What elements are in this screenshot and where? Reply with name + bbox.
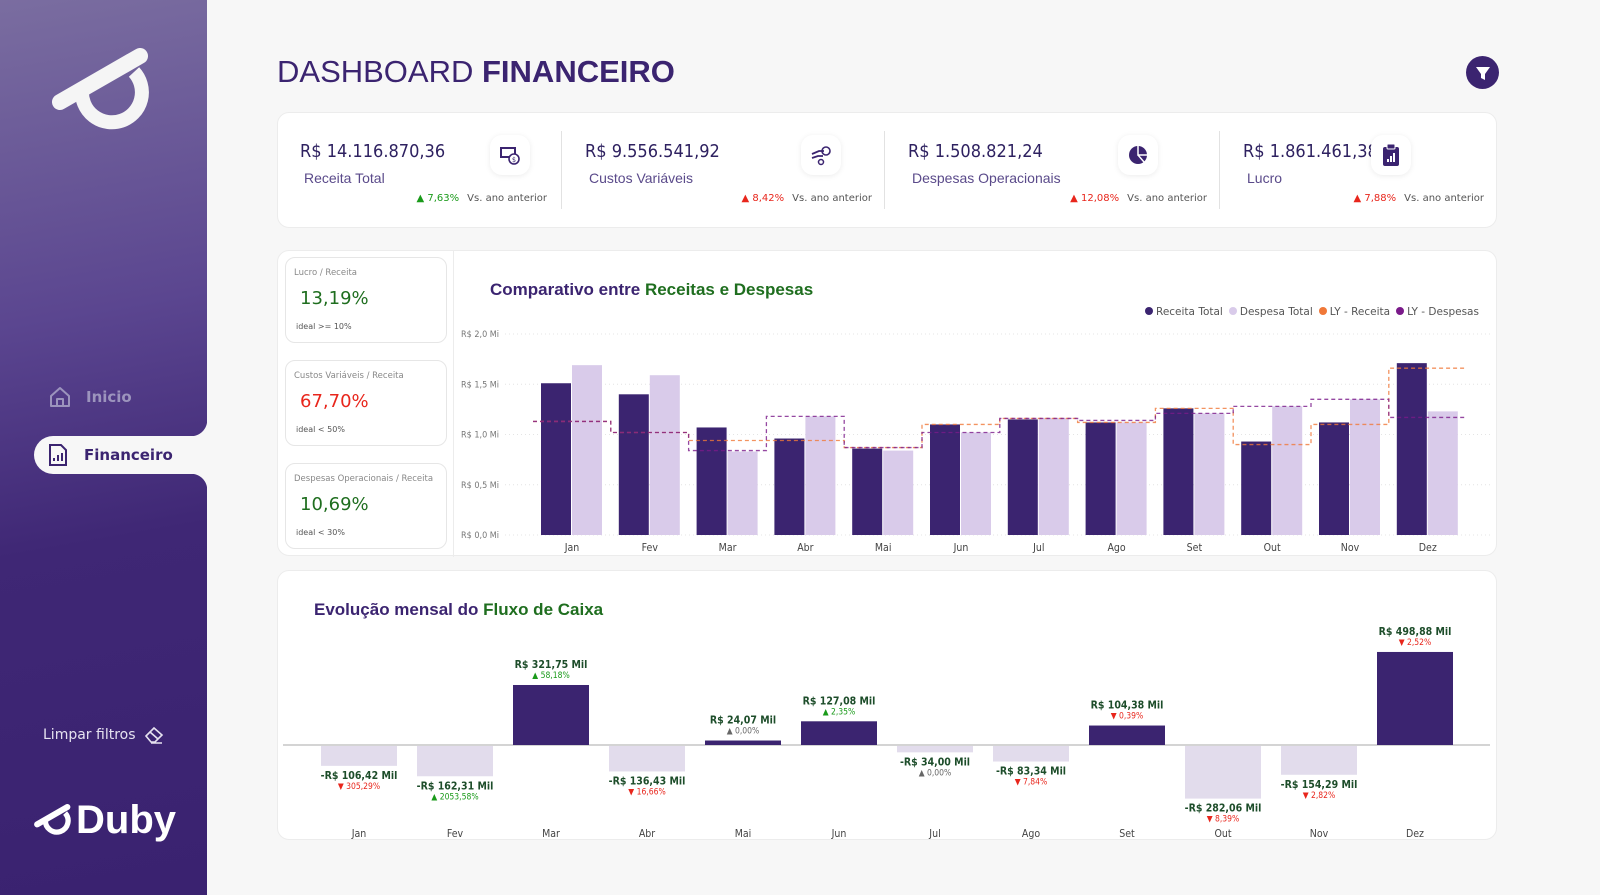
- kpi-delta: ▲ 7,63% Vs. ano anterior: [416, 193, 548, 204]
- comparison-chart-card: Lucro / Receita 13,19% ideal >= 10% Custos …: [277, 250, 1497, 557]
- kpi-value: R$ 1.508.821,24: [908, 141, 1043, 162]
- home-icon: [50, 387, 70, 407]
- clear-filters-label: Limpar filtros: [43, 727, 136, 743]
- divider: [561, 131, 562, 209]
- ratio-title: Lucro / Receita: [294, 268, 357, 278]
- legend-swatch: [1396, 307, 1405, 315]
- divider: [1219, 131, 1220, 209]
- ratio-card: Despesas Operacionais / Receita 10,69% ide…: [285, 463, 447, 549]
- legend-swatch: [1228, 307, 1237, 315]
- arrow-up-icon: ▲: [416, 193, 428, 204]
- kpi-card: R$ 1.861.461,38 Lucro ▲ 7,88% Vs. ano ant…: [1221, 113, 1498, 228]
- kpi-value: R$ 14.116.870,36: [300, 141, 446, 162]
- kpi-card: R$ 1.508.821,24 Despesas Operacionais ▲ …: [886, 113, 1221, 228]
- legend-swatch: [1318, 307, 1327, 315]
- duby-mark-icon: [34, 803, 71, 835]
- arrow-up-icon: ▲: [1353, 193, 1365, 204]
- legend-swatch: [1145, 307, 1153, 315]
- ratio-cards: Lucro / Receita 13,19% ideal >= 10% Custos …: [278, 251, 454, 557]
- filter-button[interactable]: [1466, 56, 1499, 89]
- legend-item[interactable]: LY - Receita: [1318, 306, 1390, 318]
- sidebar-item-label: Inicio: [86, 388, 132, 406]
- kpi-label: Lucro: [1247, 170, 1283, 186]
- arrow-up-icon: ▲: [1070, 193, 1082, 204]
- cashflow-chart-card: Evolução mensal do Fluxo de Caixa: [277, 570, 1497, 840]
- svg-text:$: $: [512, 156, 516, 164]
- kpi-card: R$ 14.116.870,36 Receita Total $ ▲ 7,63%…: [278, 113, 561, 228]
- chart-title: Evolução mensal do Fluxo de Caixa: [314, 600, 604, 619]
- page-title: DASHBOARD FINANCEIRO: [277, 54, 675, 89]
- eraser-icon: [144, 726, 163, 744]
- filter-icon: [1475, 66, 1490, 80]
- kpi-label: Despesas Operacionais: [912, 170, 1061, 186]
- ratio-ideal: ideal < 50%: [296, 425, 345, 434]
- kpi-label: Custos Variáveis: [589, 170, 694, 186]
- legend-item[interactable]: Receita Total: [1145, 306, 1223, 318]
- kpi-delta: ▲ 8,42% Vs. ano anterior: [741, 193, 873, 204]
- legend-item[interactable]: Despesa Total: [1228, 306, 1313, 318]
- hand-coin-icon: [801, 135, 841, 175]
- ratio-card: Custos Variáveis / Receita 67,70% ideal < …: [285, 360, 447, 446]
- ratio-value: 67,70%: [300, 391, 369, 412]
- kpi-value: R$ 9.556.541,92: [585, 141, 720, 162]
- kpi-delta: ▲ 7,88% Vs. ano anterior: [1353, 193, 1485, 204]
- chart-legend: Receita Total Despesa Total LY - Receita LY…: [1145, 306, 1479, 318]
- kpi-card: R$ 9.556.541,92 Custos Variáveis ▲ 8,42%…: [563, 113, 886, 228]
- ratio-value: 13,19%: [300, 288, 369, 309]
- sidebar-item-label: Financeiro: [84, 446, 173, 464]
- ratio-title: Custos Variáveis / Receita: [294, 371, 404, 381]
- legend-item[interactable]: LY - Despesas: [1396, 306, 1479, 318]
- kpi-value: R$ 1.861.461,38: [1243, 141, 1378, 162]
- chart-title: Comparativo entre Receitas e Despesas: [490, 280, 814, 299]
- ratio-title: Despesas Operacionais / Receita: [294, 474, 434, 484]
- ratio-ideal: ideal < 30%: [296, 528, 345, 537]
- report-icon: [49, 444, 67, 466]
- ratio-ideal: ideal >= 10%: [296, 322, 352, 331]
- duby-logo-icon: [52, 48, 149, 130]
- divider: [884, 131, 885, 209]
- ratio-card: Lucro / Receita 13,19% ideal >= 10%: [285, 257, 447, 343]
- sidebar: Inicio Financeiro Limpar filtros Duby: [0, 0, 207, 895]
- sidebar-item-inicio[interactable]: Inicio: [48, 385, 132, 409]
- kpi-label: Receita Total: [304, 170, 385, 186]
- brand-logo: Duby: [34, 798, 176, 843]
- kpi-delta: ▲ 12,08% Vs. ano anterior: [1070, 193, 1207, 204]
- ratio-value: 10,69%: [300, 494, 369, 515]
- sidebar-item-financeiro[interactable]: Financeiro: [34, 420, 207, 490]
- kpi-panel: R$ 14.116.870,36 Receita Total $ ▲ 7,63%…: [277, 112, 1497, 228]
- clear-filters-button[interactable]: Limpar filtros: [43, 726, 164, 744]
- arrow-up-icon: ▲: [741, 193, 753, 204]
- clipboard-chart-icon: [1371, 135, 1411, 175]
- pie-chart-icon: [1118, 135, 1158, 175]
- brand-name: Duby: [76, 798, 176, 842]
- money-icon: $: [490, 135, 530, 175]
